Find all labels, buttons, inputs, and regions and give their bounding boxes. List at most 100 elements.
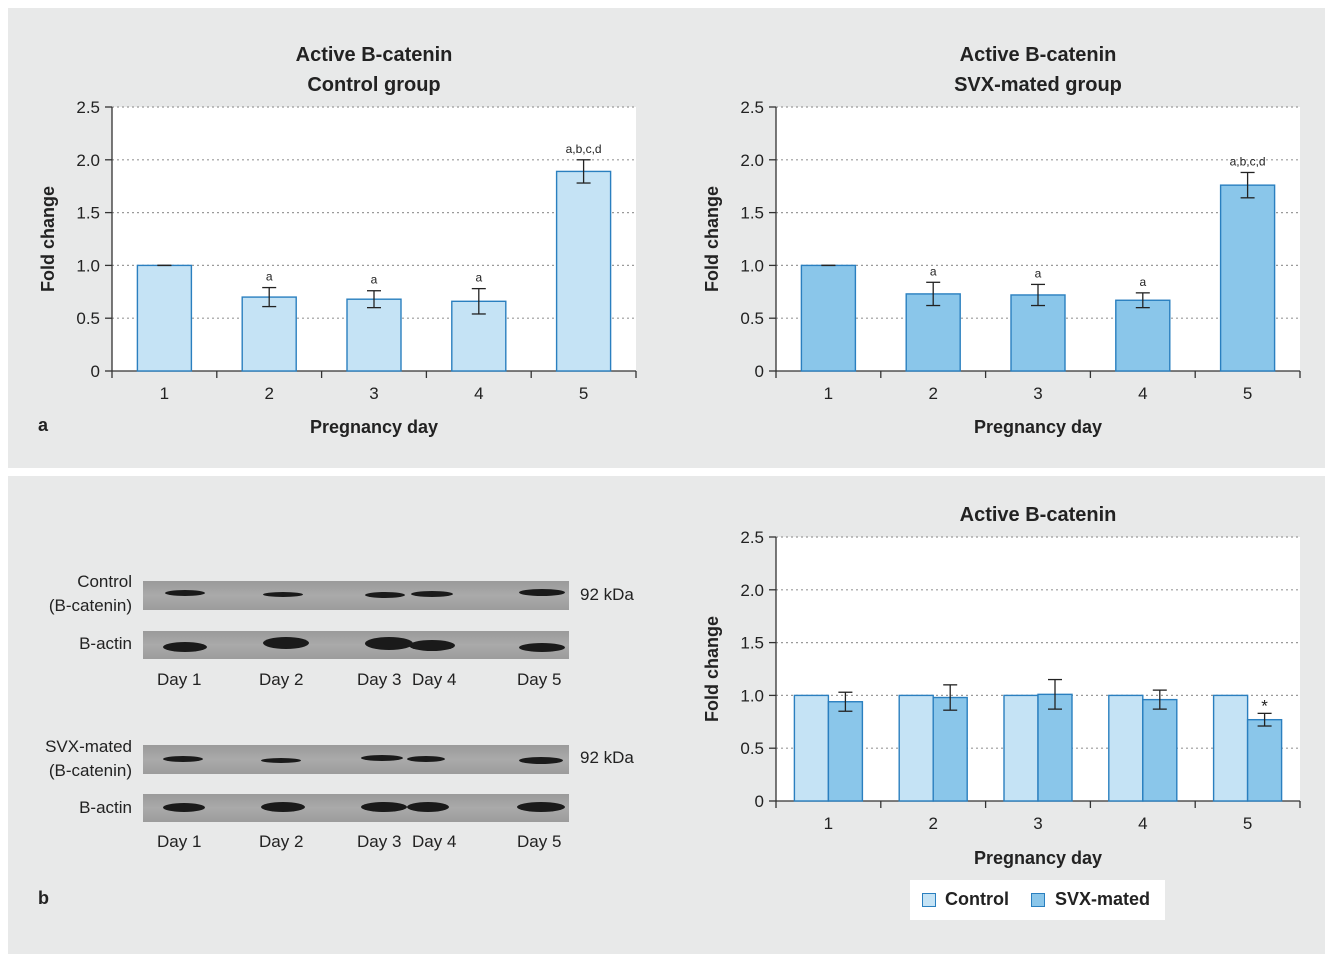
y-tick-label: 1.0 [740,686,764,705]
y-tick-label: 0.5 [740,309,764,328]
control-day-5: Day 5 [517,670,562,689]
legend-swatch-svx [1031,893,1045,907]
x-tick-label: 5 [1243,384,1252,403]
significance-label: a [1035,266,1042,280]
y-tick-label: 2.0 [740,581,764,600]
significance-label: a [371,273,378,287]
x-tick-label: 4 [474,384,483,403]
chart-title: Control group [307,74,440,96]
svx-actin-blot [143,794,569,822]
y-tick-label: 1.0 [740,256,764,275]
significance-label: a [930,264,937,278]
y-tick-label: 0 [755,792,764,811]
x-tick-label: 5 [579,384,588,403]
blot-band [261,758,301,763]
svx-actin-label: B-actin [79,798,132,817]
chart-title: Active B-catenin [296,44,453,66]
control-day-4: Day 4 [412,670,457,689]
x-tick-label: 3 [1033,814,1042,833]
control-kda-label: 92 kDa [580,585,634,604]
significance-label: * [1261,696,1268,715]
bar [932,696,968,802]
legend-swatch-control [922,893,936,907]
y-tick-label: 1.5 [740,634,764,653]
bar [898,694,934,802]
blot-band [365,637,413,650]
svx-day-2: Day 2 [259,832,304,851]
x-tick-label: 2 [928,384,937,403]
x-axis-title: Pregnancy day [974,848,1102,868]
legend-label-control: Control [945,889,1009,909]
svx-blot-label-line2: (B-catenin) [48,761,132,780]
panel-a-letter: a [38,415,49,435]
svx-day-1: Day 1 [157,832,202,851]
significance-label: a,b,c,d [566,142,602,156]
svx-bcatenin-blot [143,745,569,774]
blot-band [361,755,403,761]
blot-band [519,589,565,596]
blot-band [263,637,309,649]
significance-label: a [1139,275,1146,289]
blot-band [365,592,405,598]
chart-title: SVX-mated group [954,74,1122,96]
bar [800,264,857,372]
bar [1212,694,1249,802]
chart-legend: Control SVX-mated [910,880,1165,920]
control-day-1: Day 1 [157,670,202,689]
x-tick-label: 3 [1033,384,1042,403]
legend-label-svx: SVX-mated [1055,889,1151,909]
bar [1037,693,1073,802]
chart-title: Active B-catenin [960,44,1117,66]
control-day-3: Day 3 [357,670,402,689]
x-tick-label: 3 [369,384,378,403]
bar [905,293,961,372]
bar [1115,299,1171,372]
control-day-2: Day 2 [259,670,304,689]
y-tick-label: 0 [91,362,100,381]
x-tick-label: 5 [1243,814,1252,833]
y-tick-label: 2.5 [740,528,764,547]
control-actin-blot [143,631,569,659]
bar [827,701,864,802]
significance-label: a,b,c,d [1230,154,1266,168]
y-axis-title: Fold change [702,186,722,292]
y-tick-label: 0.5 [76,309,100,328]
x-tick-label: 1 [160,384,169,403]
x-tick-label: 4 [1138,384,1147,403]
x-axis-title: Pregnancy day [310,417,438,437]
blot-band [407,756,445,762]
bar [793,694,830,802]
blot-band [519,643,565,652]
x-tick-label: 2 [264,384,273,403]
svx-blot-label-line1: SVX-mated [45,737,132,756]
bar [136,264,193,372]
blot-band [163,642,207,652]
x-tick-label: 1 [824,384,833,403]
x-tick-label: 1 [824,814,833,833]
blot-band [411,591,453,597]
bar [1142,698,1178,802]
blot-band [517,802,565,812]
significance-label: a [475,271,482,285]
blot-band [519,757,563,764]
blot-band [165,590,205,596]
bar [1108,694,1144,802]
y-tick-label: 2.5 [76,98,100,117]
svx-day-3: Day 3 [357,832,402,851]
x-axis-title: Pregnancy day [974,417,1102,437]
panel-b-letter: b [38,888,49,908]
blot-band [263,592,303,597]
y-tick-label: 1.5 [76,204,100,223]
control-blot-label-line1: Control [77,572,132,591]
x-tick-label: 4 [1138,814,1147,833]
blot-band [261,802,305,812]
y-tick-label: 0 [755,362,764,381]
significance-label: a [266,270,273,284]
blot-band [163,803,205,812]
control-blot-label: Control (B-catenin) [20,570,132,618]
bar [1003,694,1039,802]
y-tick-label: 2.5 [740,98,764,117]
